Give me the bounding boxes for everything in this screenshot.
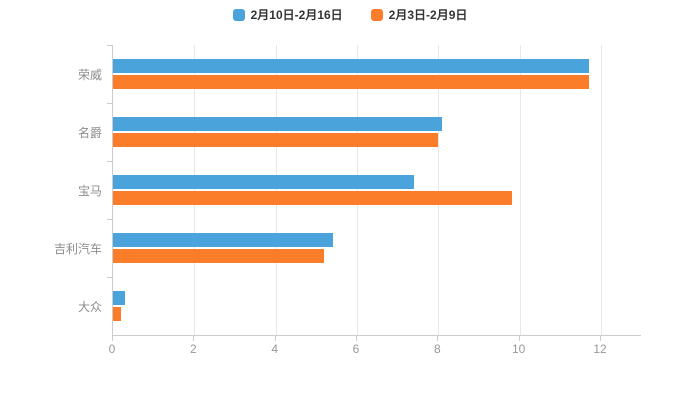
x-axis-tick-label: 4 xyxy=(271,342,278,356)
y-axis-category-label: 荣威 xyxy=(77,67,102,82)
legend-marker-icon xyxy=(370,8,383,21)
y-axis-category-label: 宝马 xyxy=(77,183,102,198)
x-axis-tick-mark xyxy=(193,336,195,341)
legend-label: 2月3日-2月9日 xyxy=(388,8,468,22)
legend-item-1[interactable]: 2月3日-2月9日 xyxy=(370,6,468,23)
y-axis-tick-mark xyxy=(107,103,112,104)
gridline xyxy=(438,45,440,335)
y-axis-tick-mark xyxy=(107,45,112,46)
x-axis-tick-mark xyxy=(356,336,357,341)
bar-group xyxy=(113,161,641,219)
bar-series1 xyxy=(113,59,589,73)
bar-series2 xyxy=(113,133,439,147)
x-axis-tick-label: 2 xyxy=(189,342,197,356)
x-axis-tick-mark xyxy=(518,336,520,341)
x-axis-tick-mark xyxy=(112,336,113,341)
x-axis-tick-label: 0 xyxy=(108,342,116,356)
y-axis-tick-mark xyxy=(107,219,112,220)
bar-series2 xyxy=(113,307,122,321)
bar-group xyxy=(113,277,641,335)
y-axis-tick-mark xyxy=(107,277,112,278)
gridline xyxy=(357,45,358,335)
bar-series2 xyxy=(113,191,512,205)
legend-marker-icon xyxy=(232,8,245,21)
bar-series2 xyxy=(113,249,325,263)
bar-series1 xyxy=(113,117,443,131)
x-axis-tick-mark xyxy=(437,336,439,341)
x-axis-tick-mark xyxy=(600,336,601,341)
bar-series1 xyxy=(113,291,126,305)
x-axis-tick-label: 10 xyxy=(511,342,526,356)
plot-area xyxy=(112,45,641,336)
legend-label: 2月10日-2月16日 xyxy=(250,8,343,22)
y-axis-category-label: 吉利汽车 xyxy=(53,241,102,256)
bar-group xyxy=(113,45,641,103)
legend-item-0[interactable]: 2月10日-2月16日 xyxy=(232,6,343,23)
bar-series1 xyxy=(113,175,414,189)
bar-group xyxy=(113,219,641,277)
gridline xyxy=(275,45,277,335)
x-axis-tick-label: 6 xyxy=(352,342,360,356)
y-axis-category-label: 大众 xyxy=(77,299,102,314)
x-axis-tick-label: 12 xyxy=(593,342,607,356)
y-axis-tick-mark xyxy=(107,161,112,162)
x-axis-tick-label: 8 xyxy=(433,342,441,356)
gridline xyxy=(601,45,602,335)
y-axis-category-label: 名爵 xyxy=(77,125,102,140)
chart-legend: 2月10日-2月16日 2月3日-2月9日 xyxy=(0,6,700,23)
gridline xyxy=(194,45,196,335)
bar-series2 xyxy=(113,75,589,89)
bar-group xyxy=(113,103,641,161)
x-axis-tick-mark xyxy=(274,336,276,341)
gridline xyxy=(519,45,521,335)
bar-series1 xyxy=(113,233,333,247)
